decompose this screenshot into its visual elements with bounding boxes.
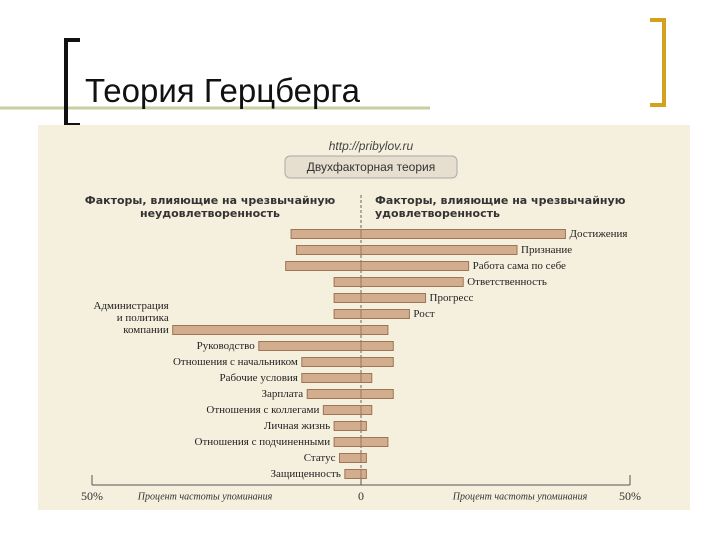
bar <box>360 373 373 383</box>
category-label: Прогресс <box>429 292 474 304</box>
bar <box>360 437 389 447</box>
category-label: Личная жизнь <box>263 420 331 432</box>
bar <box>322 405 362 415</box>
category-label: Зарплата <box>261 388 304 400</box>
bar <box>333 277 362 287</box>
subtitle-box <box>284 155 458 179</box>
bar <box>360 469 367 479</box>
category-label: Отношения с подчиненными <box>194 436 331 448</box>
x-tick-label: 50% <box>619 489 641 503</box>
bar <box>338 453 362 463</box>
bar <box>360 357 394 367</box>
category-label: Отношения с коллегами <box>206 404 320 416</box>
bracket-right <box>650 18 666 107</box>
slide-title: Теория Герцберга <box>85 72 361 109</box>
bar <box>172 325 362 335</box>
category-label: Признание <box>521 244 573 256</box>
bar <box>306 389 362 399</box>
bar <box>360 229 566 239</box>
bar <box>258 341 362 351</box>
bar <box>360 421 367 431</box>
bar <box>360 277 464 287</box>
bar <box>290 229 362 239</box>
category-label: Статус <box>303 452 336 464</box>
bar <box>333 293 362 303</box>
bar <box>301 373 362 383</box>
x-axis-label: Процент частоты упоминания <box>137 491 273 502</box>
bar <box>360 261 470 271</box>
bar <box>301 357 362 367</box>
category-label: Администрация и политика компании <box>93 300 169 336</box>
x-tick-label: 0 <box>358 489 364 503</box>
bar <box>333 437 362 447</box>
category-label: Достижения <box>569 228 628 240</box>
x-axis-label: Процент частоты упоминания <box>452 491 588 502</box>
category-label: Рабочие условия <box>219 372 298 384</box>
bar <box>360 405 373 415</box>
category-label: Отношения с начальником <box>172 356 298 368</box>
category-label: Руководство <box>196 340 255 352</box>
bar <box>360 293 427 303</box>
bar <box>360 245 518 255</box>
bar <box>295 245 362 255</box>
category-label: Рост <box>413 308 435 320</box>
bar <box>360 325 389 335</box>
bar <box>360 309 410 319</box>
legend-right: Факторы, влияющие на чрезвычайную удовле… <box>375 194 626 220</box>
source: http://pribylov.ru <box>329 139 414 153</box>
category-label: Защищенность <box>270 468 341 480</box>
x-tick-label: 50% <box>81 489 103 503</box>
bar <box>344 469 362 479</box>
bar <box>360 341 394 351</box>
bar <box>360 389 394 399</box>
legend-left: Факторы, влияющие на чрезвычайную неудов… <box>84 194 336 220</box>
bar <box>333 421 362 431</box>
chart-subtitle: Двухфакторная теория <box>307 160 435 174</box>
bar <box>285 261 362 271</box>
category-label: Ответственность <box>467 276 547 288</box>
bar <box>333 309 362 319</box>
category-label: Работа сама по себе <box>472 260 566 272</box>
bar <box>360 453 367 463</box>
bracket-left <box>64 38 80 127</box>
